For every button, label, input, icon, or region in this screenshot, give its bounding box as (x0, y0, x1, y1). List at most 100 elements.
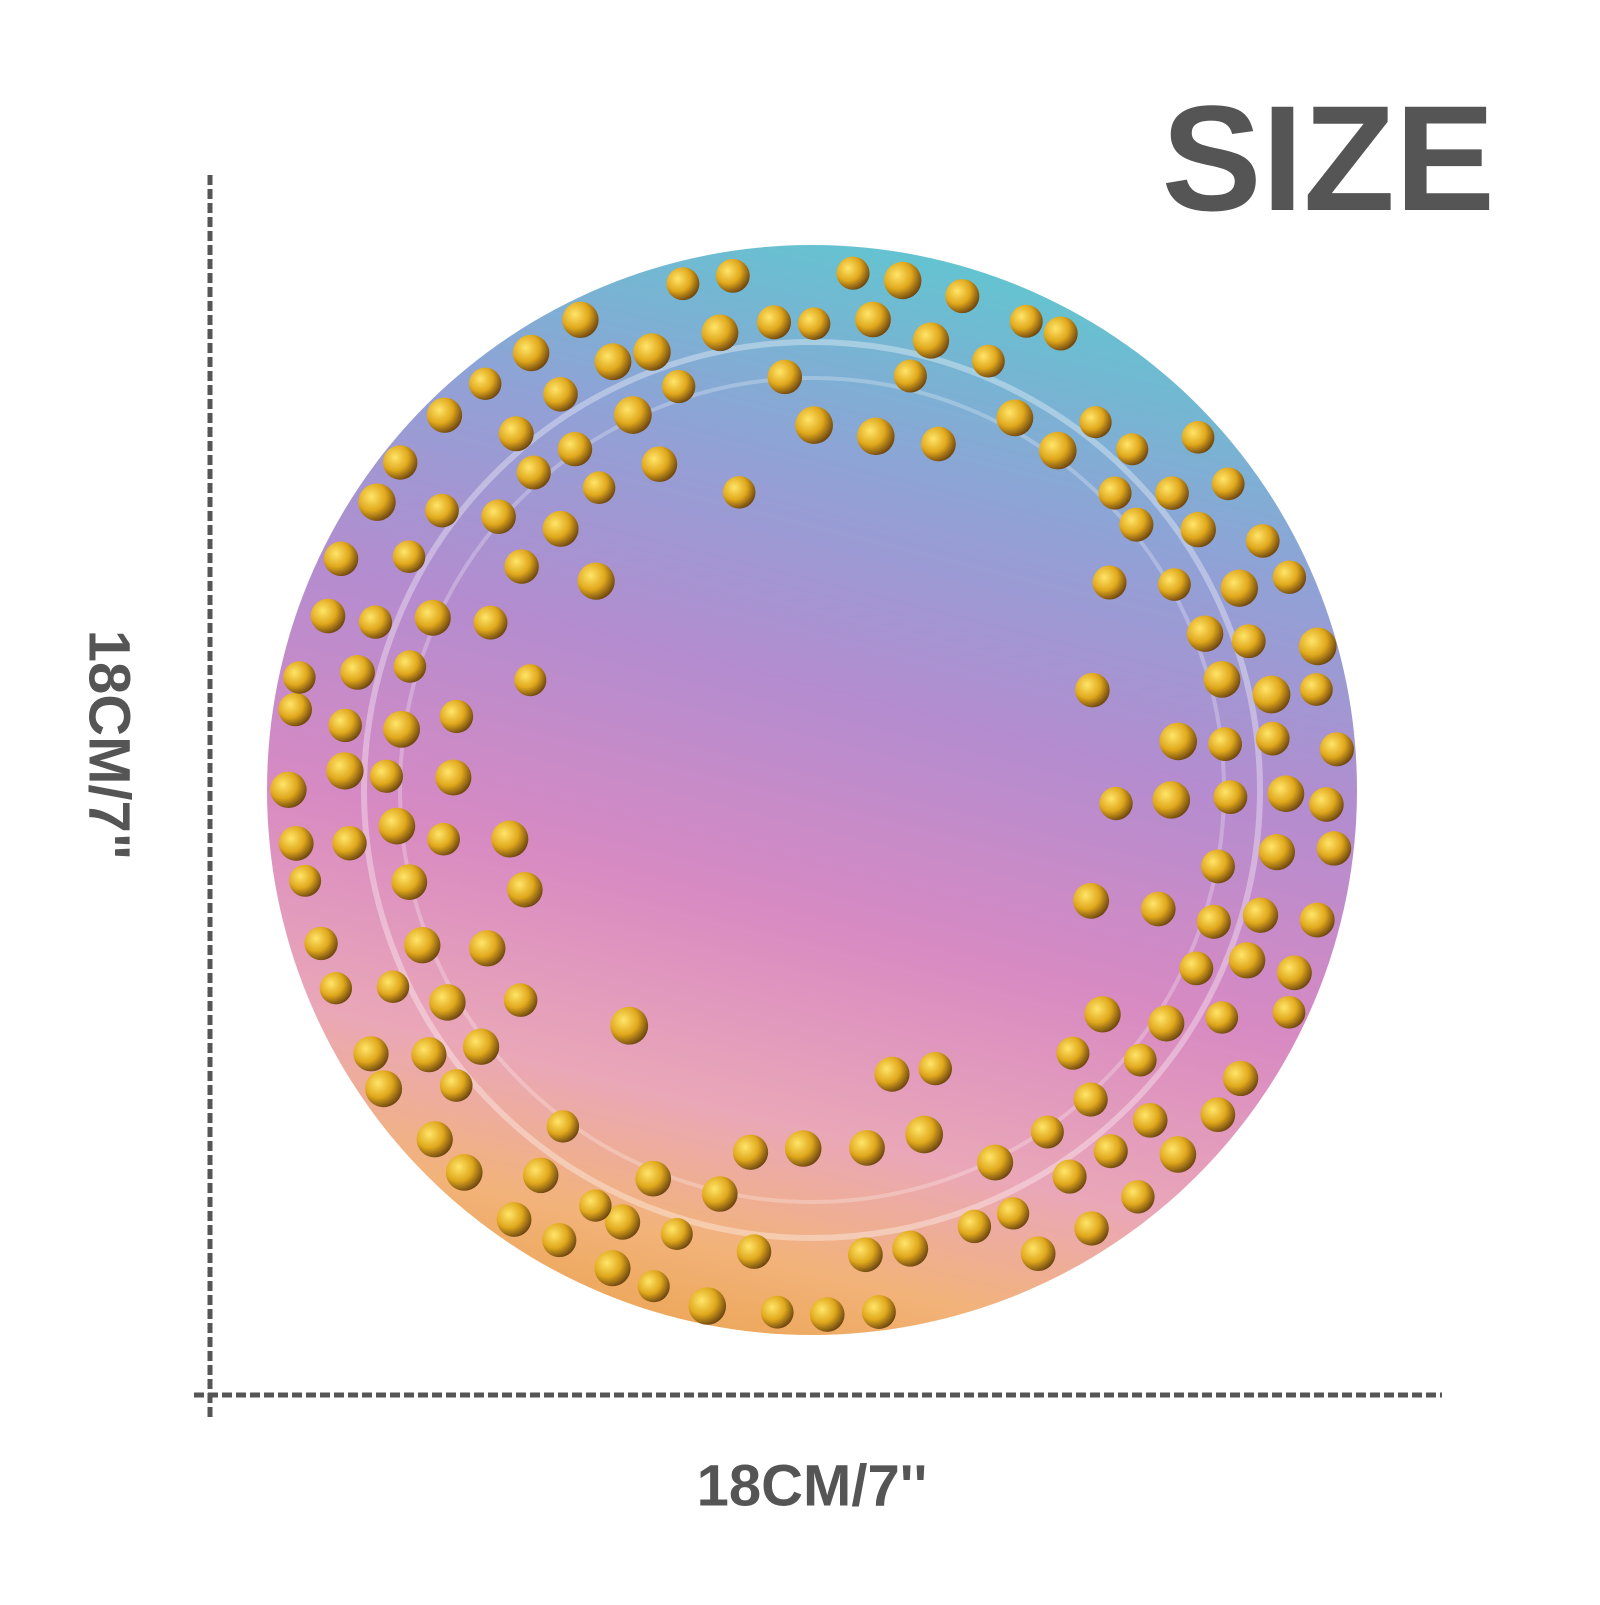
gold-dot (1255, 721, 1290, 756)
gold-dot (473, 605, 508, 640)
gold-dot (542, 510, 579, 547)
gold-dot (1222, 1060, 1259, 1097)
gold-dot (378, 807, 416, 845)
gold-dot (756, 305, 792, 340)
gold-dot (1298, 627, 1337, 666)
gold-dot (701, 1176, 738, 1212)
gold-dot (688, 1287, 727, 1325)
gold-dot (468, 367, 502, 401)
gold-dot (594, 343, 632, 381)
gold-dot (439, 1069, 473, 1102)
gold-dot (1043, 316, 1078, 351)
gold-dot (369, 759, 404, 793)
gold-dot (883, 261, 922, 300)
gold-dot (411, 1037, 447, 1073)
gold-dot (848, 1237, 883, 1273)
gold-dot (1098, 476, 1132, 510)
gold-dot (310, 598, 346, 634)
gold-dot (660, 1217, 693, 1251)
gold-dot (1272, 995, 1306, 1029)
gold-dot (1252, 675, 1291, 714)
gold-dot (1179, 951, 1214, 986)
gold-dot (604, 1204, 641, 1240)
title: SIZE (1162, 74, 1495, 242)
gold-dot (1309, 787, 1344, 822)
gold-dot (715, 258, 750, 293)
gold-dot (462, 1028, 500, 1065)
gold-dot (1231, 624, 1266, 659)
width-label: 18CM/7'' (697, 1453, 928, 1518)
gold-dot (1272, 560, 1307, 594)
gold-dot (1245, 524, 1280, 558)
gold-dot (353, 1036, 389, 1072)
gold-dot (1123, 1043, 1157, 1077)
gold-dot (427, 822, 460, 856)
gold-dot (491, 820, 529, 858)
gold-dot (1181, 420, 1215, 454)
gold-dot (1242, 897, 1279, 933)
gold-dot (1316, 831, 1352, 866)
plate (267, 245, 1357, 1335)
gold-dot (270, 771, 307, 809)
gold-dot (701, 314, 739, 352)
gold-dot (546, 1110, 580, 1143)
gold-dot (849, 1130, 885, 1166)
gold-dot (289, 864, 322, 897)
gold-dot (1132, 1102, 1168, 1138)
gold-dot (426, 397, 463, 433)
gold-dot (637, 1270, 670, 1303)
gold-dot (1213, 780, 1248, 815)
gold-dot (760, 1295, 794, 1329)
gold-dot (732, 1134, 769, 1170)
gold-dot (1121, 1180, 1155, 1214)
gold-dot (610, 1006, 649, 1045)
gold-dot (1203, 661, 1241, 698)
gold-dot (1079, 406, 1112, 439)
gold-dot (1152, 781, 1191, 819)
gold-dot (514, 664, 547, 697)
gold-dot (1220, 569, 1259, 607)
gold-dot (429, 984, 466, 1021)
gold-dot (404, 927, 441, 964)
gold-dot (1299, 902, 1335, 938)
gold-dot (666, 267, 700, 301)
gold-dot (1052, 1159, 1087, 1194)
gold-dot (1157, 568, 1191, 601)
gold-dot (855, 301, 891, 338)
gold-dot (382, 445, 418, 480)
gold-dot (503, 983, 538, 1017)
gold-dot (542, 1223, 577, 1258)
gold-dot (892, 1230, 929, 1267)
gold-dot (358, 483, 396, 521)
gold-dot (283, 661, 316, 694)
gold-dot (1228, 942, 1266, 979)
gold-dot (278, 825, 314, 861)
gold-dot (326, 752, 364, 790)
gold-dot (662, 369, 696, 404)
gold-dot (1074, 1211, 1109, 1246)
gold-dot (376, 970, 410, 1004)
gold-dot (945, 279, 980, 314)
gold-dot (594, 1250, 631, 1287)
gold-dot (1267, 775, 1305, 813)
gold-dot (393, 650, 427, 683)
gold-dot (614, 396, 652, 434)
gold-dot (504, 549, 539, 584)
gold-dot (332, 825, 367, 861)
gold-dot (1196, 904, 1231, 939)
gold-dot (1200, 1097, 1236, 1133)
gold-dot (562, 301, 599, 338)
gold-dot (498, 416, 534, 452)
gold-dot (577, 562, 615, 600)
gold-dot (1186, 615, 1224, 652)
gold-dot (1205, 1001, 1239, 1034)
gold-dot (809, 1297, 845, 1332)
gold-dot (1099, 786, 1133, 821)
gold-dot (439, 699, 474, 734)
gold-dot (1030, 1115, 1064, 1149)
gold-dot (469, 930, 506, 967)
gold-dot (857, 417, 895, 456)
gold-dot (1056, 1036, 1090, 1070)
gold-dot (635, 1160, 672, 1197)
